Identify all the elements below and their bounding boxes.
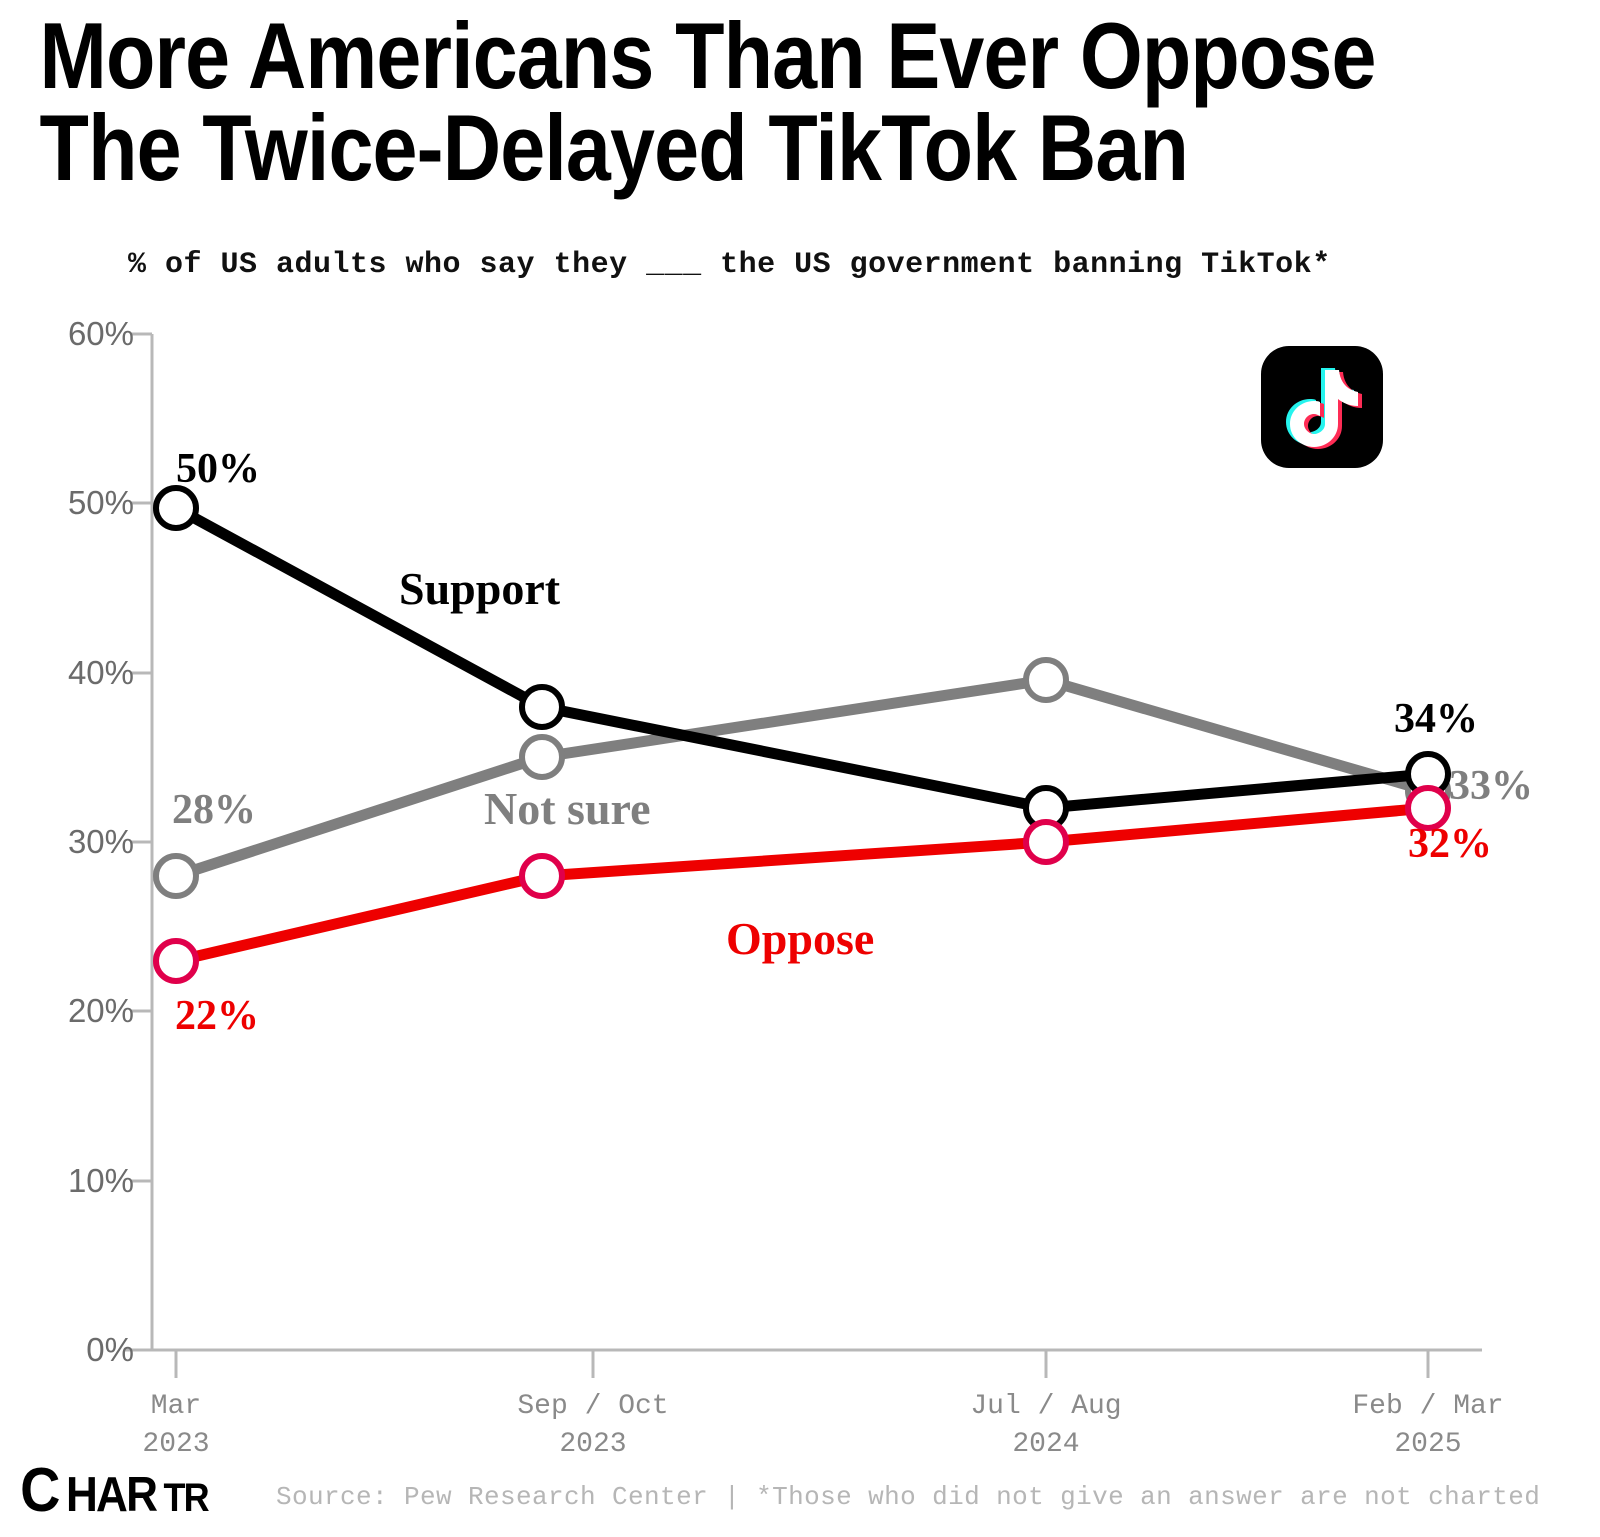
y-tick-label-30: 30%	[67, 823, 134, 860]
x-tick-label-sep-oct-2023: Sep / Oct 2023	[517, 1391, 669, 1460]
series-label-not-sure: Not sure	[484, 783, 651, 834]
chart-footer: C HAR TR Source: Pew Research Center | *Th…	[0, 1452, 1600, 1537]
series-markers-support	[153, 485, 1451, 831]
data-label-not-sure-33: 33%	[1449, 763, 1533, 809]
y-tick-label-0: 0%	[86, 1331, 134, 1368]
y-tick-label-20: 20%	[67, 992, 134, 1029]
tiktok-note-icon	[1286, 368, 1362, 449]
data-label-support-34: 34%	[1394, 696, 1478, 742]
series-line-not-sure	[170, 674, 1434, 882]
chartr-logo-tr: TR	[163, 1476, 209, 1520]
data-label-oppose-32: 32%	[1408, 821, 1492, 867]
chartr-logo-har: HAR	[65, 1468, 158, 1522]
x-tick-label-jul-aug-2024: Jul / Aug 2024	[970, 1391, 1122, 1460]
chartr-logo: C HAR TR	[18, 1460, 210, 1522]
y-axis-ticks	[132, 332, 152, 1352]
y-tick-label-40: 40%	[67, 654, 134, 691]
page-title: More Americans Than Ever Oppose The Twic…	[39, 3, 1377, 201]
series-label-support: Support	[399, 563, 561, 614]
source-note: Source: Pew Research Center | *Those who…	[276, 1482, 1541, 1512]
data-label-oppose-22: 22%	[175, 993, 259, 1039]
x-tick-label-feb-mar-2025: Feb / Mar 2025	[1352, 1391, 1504, 1460]
series-line-support	[170, 502, 1434, 814]
series-markers-oppose	[153, 785, 1451, 984]
chartr-logo-c: C	[20, 1456, 60, 1525]
chart-subtitle: % of US adults who say they ___ the US g…	[128, 248, 1331, 282]
x-axis-ticks	[174, 1350, 1430, 1378]
series-label-oppose: Oppose	[726, 913, 875, 964]
y-tick-label-60: 60%	[67, 315, 134, 352]
chart-header: More Americans Than Ever Oppose The Twic…	[0, 0, 1600, 282]
series-line-oppose	[170, 802, 1434, 967]
x-tick-label-mar-2023: Mar 2023	[142, 1391, 210, 1460]
y-tick-label-50: 50%	[67, 484, 134, 521]
tiktok-logo	[1261, 346, 1383, 468]
data-label-support-50: 50%	[176, 446, 260, 492]
data-label-not-sure-28: 28%	[172, 787, 256, 833]
y-tick-label-10: 10%	[67, 1162, 134, 1199]
